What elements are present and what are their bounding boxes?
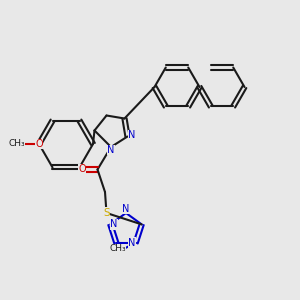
Text: S: S: [103, 208, 110, 218]
Text: N: N: [128, 130, 136, 140]
Text: CH₃: CH₃: [110, 244, 126, 253]
Text: CH₃: CH₃: [8, 140, 25, 148]
Text: O: O: [35, 139, 43, 149]
Text: N: N: [128, 238, 136, 248]
Text: N: N: [122, 203, 130, 214]
Text: N: N: [110, 219, 118, 230]
Text: N: N: [107, 145, 115, 155]
Text: O: O: [78, 164, 86, 175]
